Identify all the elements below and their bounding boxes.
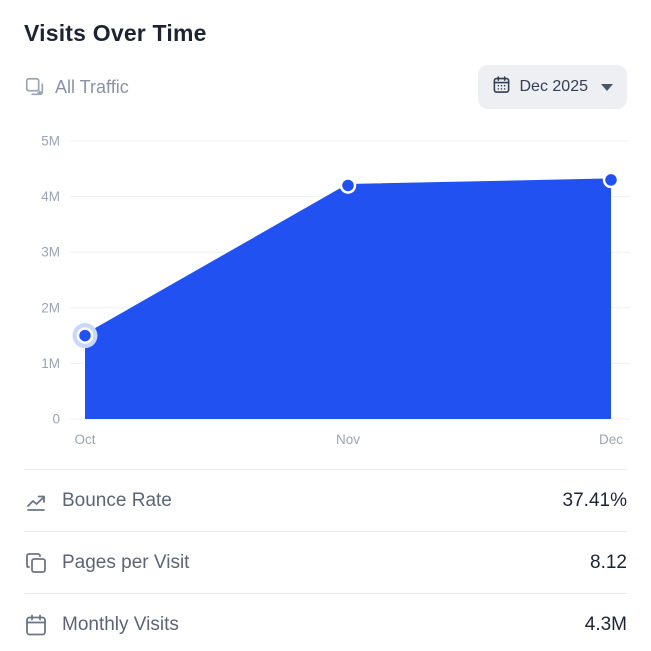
- svg-text:Oct: Oct: [74, 432, 95, 447]
- svg-text:5M: 5M: [41, 134, 60, 149]
- chart-area[interactable]: 5M 4M 3M 2M 1M 0 Oct Nov Dec: [0, 109, 651, 455]
- period-dropdown-label: Dec 2025: [519, 78, 589, 95]
- stat-row-bounce-rate: Bounce Rate 37.41%: [24, 469, 627, 531]
- trend-arrow-icon: [24, 489, 48, 513]
- stat-value: 37.41%: [562, 489, 627, 511]
- svg-text:Nov: Nov: [336, 432, 360, 447]
- pages-icon: [24, 551, 48, 575]
- visits-area-chart[interactable]: 5M 4M 3M 2M 1M 0 Oct Nov Dec: [0, 125, 651, 455]
- traffic-filter-label: All Traffic: [55, 76, 129, 97]
- stat-value: 8.12: [590, 551, 627, 573]
- svg-text:0: 0: [52, 412, 60, 427]
- svg-text:4M: 4M: [41, 189, 60, 204]
- stat-row-pages-per-visit: Pages per Visit 8.12: [24, 531, 627, 593]
- stat-label: Bounce Rate: [62, 489, 172, 511]
- chevron-down-icon: [601, 83, 613, 91]
- calendar-icon: [24, 613, 48, 637]
- subheader: All Traffic Dec 2025: [24, 65, 627, 109]
- svg-text:3M: 3M: [41, 245, 60, 260]
- stat-label: Monthly Visits: [62, 613, 179, 635]
- period-dropdown[interactable]: Dec 2025: [477, 65, 627, 109]
- traffic-filter: All Traffic: [24, 76, 129, 98]
- page-title: Visits Over Time: [24, 20, 207, 46]
- svg-text:2M: 2M: [41, 300, 60, 315]
- stat-label: Pages per Visit: [62, 551, 190, 573]
- layers-icon: [24, 76, 46, 98]
- calendar-icon: [492, 75, 511, 99]
- svg-text:Dec: Dec: [599, 432, 623, 447]
- stat-row-monthly-visits: Monthly Visits 4.3M: [24, 593, 627, 651]
- svg-text:1M: 1M: [41, 356, 60, 371]
- card-header: Visits Over Time All Traffic: [0, 0, 651, 109]
- stats-list: Bounce Rate 37.41% Pages per Visit 8.12: [0, 469, 651, 651]
- stat-value: 4.3M: [584, 613, 627, 635]
